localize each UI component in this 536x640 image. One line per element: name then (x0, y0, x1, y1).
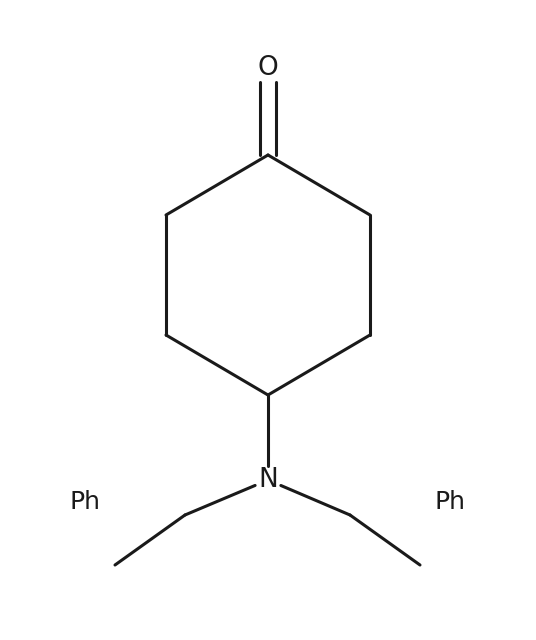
Text: O: O (258, 55, 278, 81)
Text: N: N (258, 467, 278, 493)
Text: Ph: Ph (70, 490, 101, 514)
Text: Ph: Ph (435, 490, 465, 514)
